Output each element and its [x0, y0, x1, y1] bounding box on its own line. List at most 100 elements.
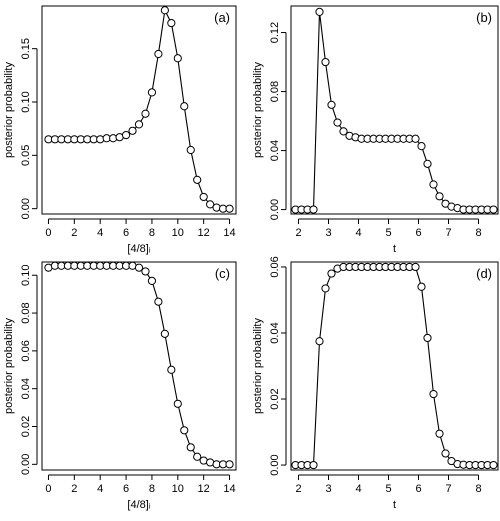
y-tick-label: 0.15	[20, 38, 32, 59]
x-tick-label: 4	[97, 483, 103, 495]
y-axis-label: posterior probability	[3, 62, 15, 158]
data-point	[186, 145, 195, 155]
data-point	[128, 126, 137, 135]
data-point	[173, 399, 182, 408]
x-tick-label: 3	[325, 483, 331, 495]
data-point	[327, 100, 336, 109]
data-point	[167, 365, 176, 374]
data-point	[154, 297, 163, 306]
x-tick-label: 8	[149, 483, 155, 495]
x-tick-label: 8	[149, 227, 155, 239]
data-point	[417, 282, 426, 291]
y-tick-label: 0.04	[269, 322, 281, 343]
data-point	[339, 127, 348, 136]
data-point	[441, 449, 450, 458]
data-point	[121, 130, 131, 140]
y-tick-label: 0.12	[269, 22, 281, 43]
data-point	[225, 460, 234, 469]
panel-label: (c)	[215, 266, 230, 281]
y-tick-label: 0.05	[20, 145, 32, 166]
plot-frame	[290, 261, 499, 471]
y-tick-label: 0.00	[20, 454, 32, 475]
data-point	[180, 102, 189, 111]
x-tick-label: 12	[198, 227, 210, 239]
x-axis-label: [4/8]ᵢ	[127, 243, 150, 255]
x-tick-label: 14	[223, 483, 235, 495]
data-point	[321, 284, 330, 293]
data-point	[147, 88, 157, 97]
data-point	[435, 429, 444, 438]
data-point	[333, 118, 342, 127]
data-point	[134, 120, 144, 129]
panel-c: 0 2 4 6 8 10 12 14 0.00 0.02 0.04 0.06 0.08 0.10 [4/8]…	[3, 261, 237, 511]
data-point	[489, 460, 498, 470]
data-point	[154, 49, 163, 59]
x-tick-label: 8	[475, 483, 481, 495]
y-tick-label: 0.00	[269, 454, 281, 475]
x-tick-label: 2	[71, 227, 77, 239]
data-point	[423, 159, 432, 168]
x-tick-label: 6	[415, 227, 421, 239]
x-tick-label: 14	[223, 227, 235, 239]
panel-a: 0 2 4 6 8 10 12 14 0.00 0.05 0.10 0.15 [4/8]ᵢ posteri…	[3, 5, 237, 255]
series-line	[295, 11, 494, 211]
y-tick-label: 0.00	[20, 198, 32, 219]
y-tick-label: 0.08	[20, 302, 32, 323]
x-tick-label: 10	[172, 483, 184, 495]
data-point	[423, 333, 432, 343]
data-point	[429, 180, 438, 189]
y-axis-label: posterior probability	[252, 62, 264, 158]
y-tick-label: 0.02	[20, 416, 32, 437]
series-line	[48, 8, 230, 210]
x-tick-label: 10	[172, 227, 184, 239]
x-axis-label: t	[393, 243, 396, 255]
x-tick-label: 3	[325, 227, 331, 239]
x-tick-label: 5	[385, 483, 391, 495]
data-point	[411, 134, 420, 143]
y-tick-label: 0.06	[20, 340, 32, 361]
panel-b: 2 3 4 5 6 7 8 0.00 0.04 0.08 0.12 t posterior probab…	[252, 5, 499, 255]
plot-frame	[41, 261, 237, 471]
y-tick-label: 0.06	[269, 256, 281, 277]
plot-frame	[41, 5, 237, 215]
data-point	[327, 269, 336, 278]
y-tick-label: 0.10	[20, 91, 32, 112]
data-point	[180, 426, 189, 435]
data-point	[141, 267, 150, 276]
data-point	[411, 262, 420, 272]
data-point	[417, 142, 426, 151]
data-point	[147, 276, 157, 286]
panel-label: (d)	[476, 266, 492, 281]
data-point	[429, 389, 438, 399]
x-tick-label: 6	[123, 227, 129, 239]
data-point	[173, 54, 182, 63]
data-point	[167, 18, 176, 28]
series-line	[48, 265, 230, 465]
data-point	[315, 7, 324, 17]
x-tick-label: 0	[45, 483, 51, 495]
data-point	[321, 57, 330, 67]
y-tick-label: 0.02	[269, 388, 281, 409]
data-point	[186, 443, 195, 452]
y-tick-label: 0.08	[269, 81, 281, 102]
y-tick-label: 0.00	[269, 199, 281, 220]
x-axis-label: [4/8]ᵢ	[127, 499, 150, 511]
x-tick-label: 5	[385, 227, 391, 239]
data-point	[206, 200, 215, 209]
series-line	[295, 266, 494, 466]
data-point	[315, 337, 324, 346]
x-tick-label: 7	[445, 483, 451, 495]
x-tick-label: 0	[45, 227, 51, 239]
data-point	[489, 205, 498, 214]
y-tick-label: 0.04	[269, 140, 281, 161]
y-axis-label: posterior probability	[252, 318, 264, 414]
y-axis-label: posterior probability	[3, 318, 15, 414]
data-point	[225, 204, 234, 213]
data-point	[309, 205, 318, 214]
x-tick-label: 4	[355, 227, 361, 239]
data-point	[193, 452, 202, 461]
data-point	[141, 109, 150, 118]
y-tick-label: 0.04	[20, 378, 32, 399]
data-point	[309, 460, 318, 470]
